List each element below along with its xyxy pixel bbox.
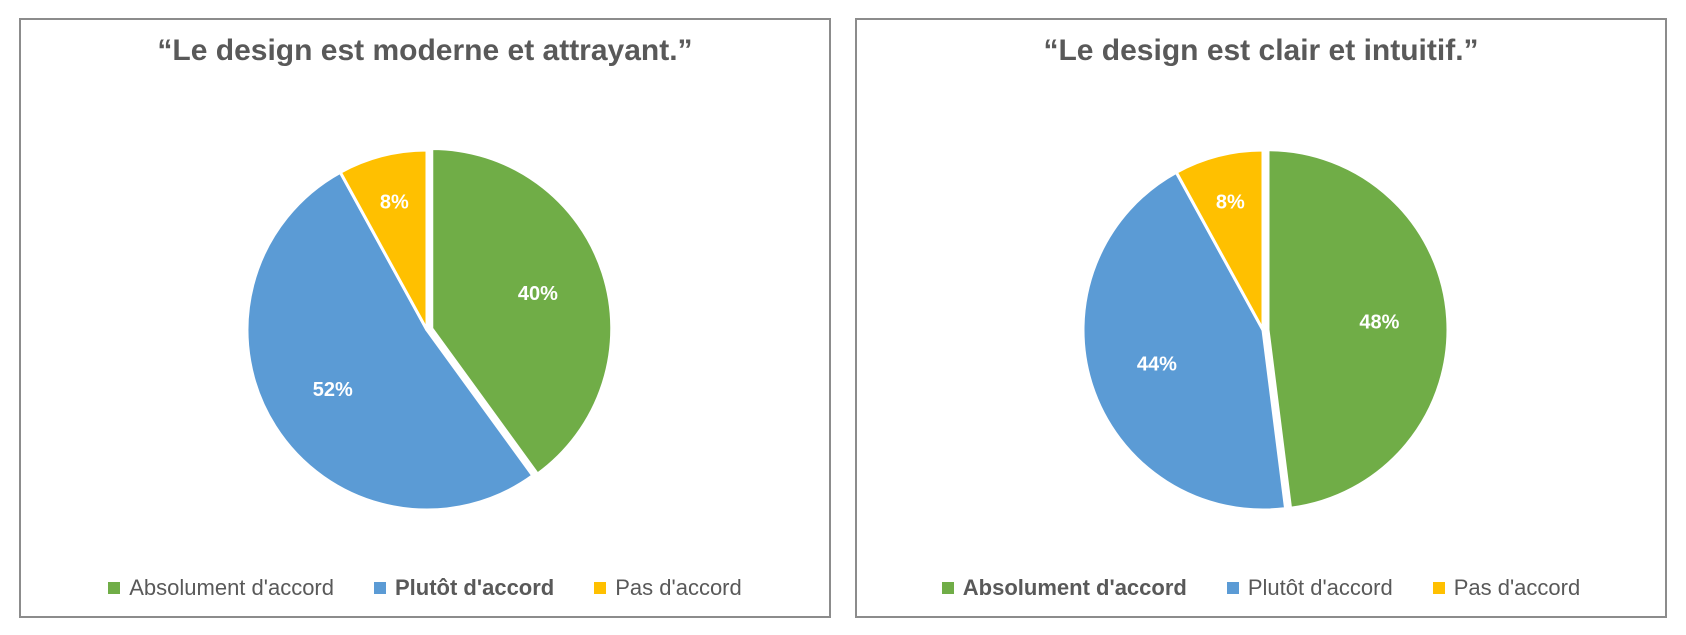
slice-label-pas-d-accord: 8% bbox=[380, 192, 409, 214]
pie-slice-absolument-d-accord bbox=[430, 146, 614, 476]
legend-label: Pas d'accord bbox=[615, 575, 742, 600]
pie-slice-plutot-d-accord bbox=[245, 170, 535, 512]
legend-swatch bbox=[1226, 582, 1239, 594]
legend-item-plutot-d-accord: Plutôt d'accord bbox=[374, 575, 554, 601]
legend-label: Absolument d'accord bbox=[962, 575, 1187, 600]
legend-item-plutot-d-accord: Plutôt d'accord bbox=[1226, 575, 1393, 601]
pie-slice-absolument-d-accord bbox=[1266, 148, 1450, 510]
pie-slice-pas-d-accord bbox=[1174, 148, 1265, 332]
chart-title: “Le design est moderne et attrayant.” bbox=[157, 34, 693, 67]
slice-label-absolument-d-accord: 40% bbox=[518, 283, 558, 305]
legend-swatch bbox=[1432, 582, 1445, 594]
chart-legend: Absolument d'accord Plutôt d'accord Pas d'… bbox=[21, 575, 829, 601]
legend-label: Pas d'accord bbox=[1453, 575, 1581, 600]
slice-label-plutot-d-accord: 52% bbox=[313, 379, 353, 401]
legend-label: Absolument d'accord bbox=[129, 575, 334, 600]
legend-label: Plutôt d'accord bbox=[395, 575, 555, 600]
legend-item-pas-d-accord: Pas d'accord bbox=[1432, 575, 1581, 601]
chart-panel-moderne: “Le design est moderne et attrayant.” 40… bbox=[19, 18, 831, 618]
chart-title: “Le design est clair et intuitif.” bbox=[1043, 34, 1479, 67]
legend-swatch bbox=[941, 582, 954, 594]
legend-item-absolument-d-accord: Absolument d'accord bbox=[941, 575, 1187, 601]
slice-label-pas-d-accord: 8% bbox=[1216, 192, 1245, 214]
legend-item-absolument-d-accord: Absolument d'accord bbox=[108, 575, 334, 601]
legend-label: Plutôt d'accord bbox=[1247, 575, 1393, 600]
pie-chart: 48% 44% 8% bbox=[1081, 148, 1450, 512]
chart-legend: Absolument d'accord Plutôt d'accord Pas d'… bbox=[857, 575, 1665, 601]
slice-label-plutot-d-accord: 44% bbox=[1137, 353, 1177, 375]
legend-swatch bbox=[594, 582, 607, 594]
legend-swatch bbox=[374, 582, 386, 594]
slice-label-absolument-d-accord: 48% bbox=[1359, 312, 1399, 334]
pie-slice-plutot-d-accord bbox=[1081, 170, 1288, 512]
legend-swatch bbox=[108, 582, 121, 594]
legend-item-pas-d-accord: Pas d'accord bbox=[594, 575, 742, 601]
pie-slice-pas-d-accord bbox=[338, 148, 429, 332]
pie-chart: 40% 52% 8% bbox=[245, 146, 614, 512]
chart-panel-clair: “Le design est clair et intuitif.” 48% 44… bbox=[855, 18, 1667, 618]
